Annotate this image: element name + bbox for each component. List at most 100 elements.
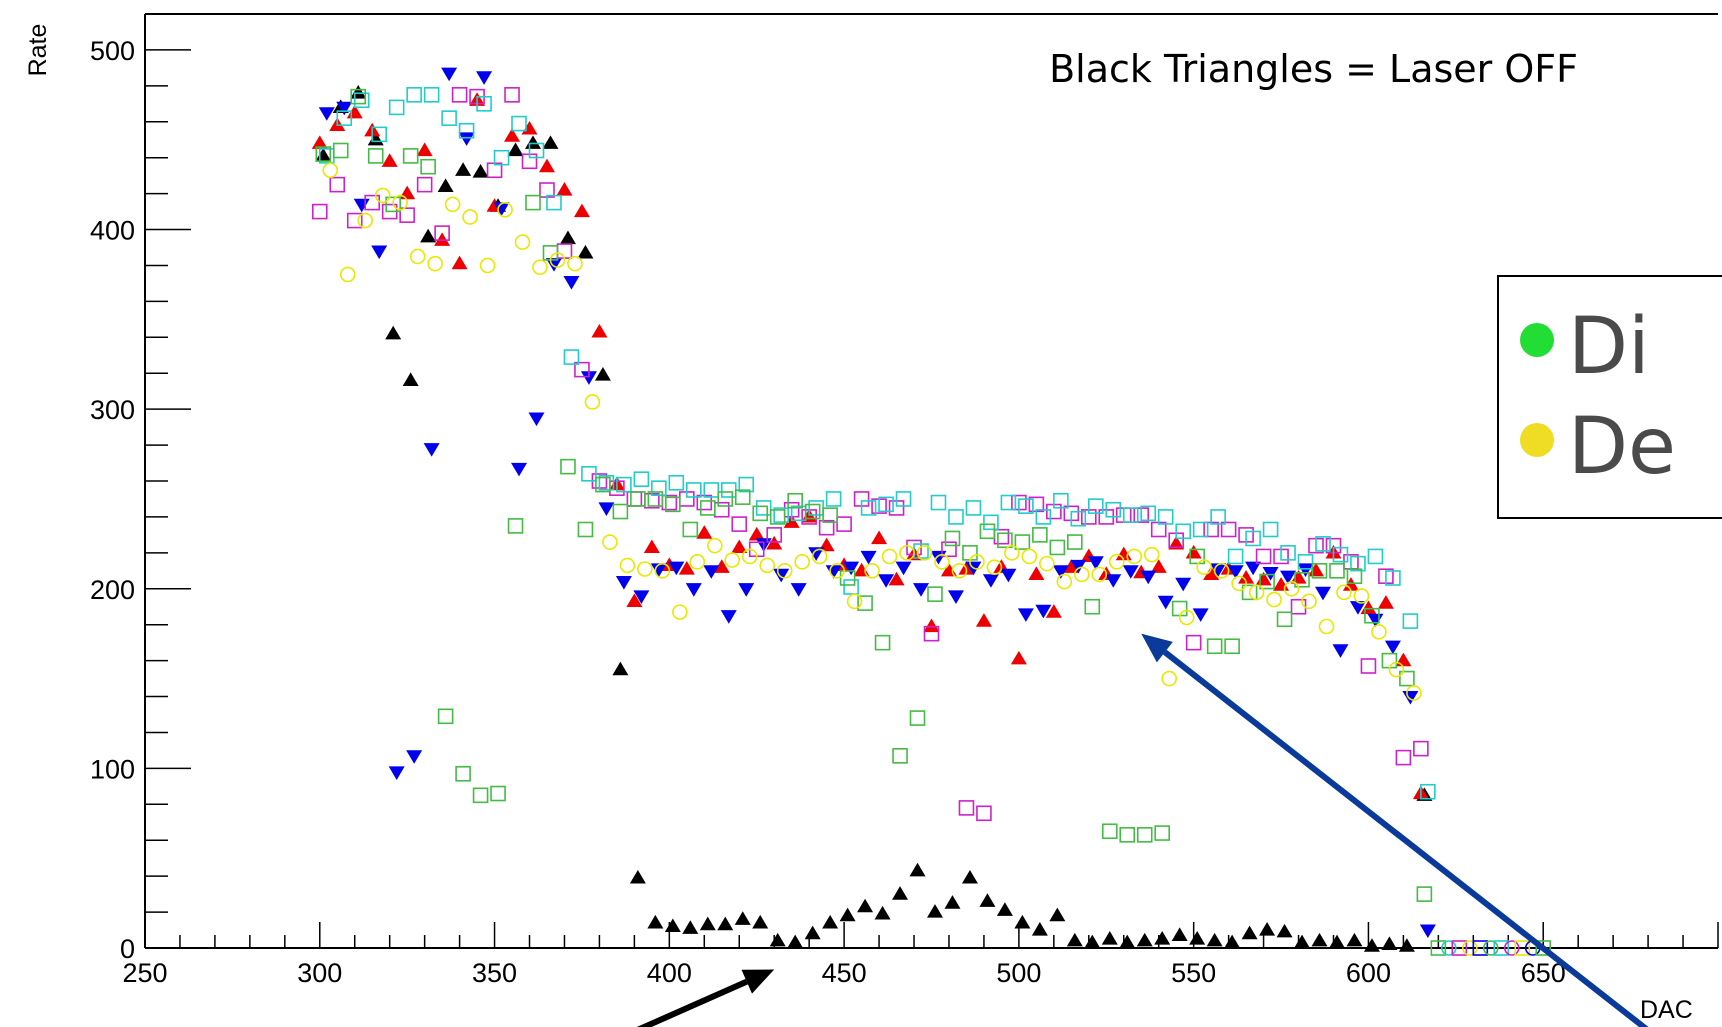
data-point bbox=[748, 526, 765, 541]
data-point bbox=[1091, 566, 1108, 583]
data-point bbox=[909, 710, 926, 726]
data-point bbox=[825, 565, 842, 579]
data-point bbox=[549, 252, 566, 268]
data-point bbox=[458, 122, 475, 139]
data-point bbox=[595, 476, 611, 493]
data-point bbox=[479, 257, 496, 274]
data-point bbox=[1280, 570, 1297, 585]
data-point bbox=[402, 372, 419, 387]
data-point bbox=[451, 87, 468, 103]
data-point bbox=[1000, 568, 1017, 583]
data-point bbox=[892, 886, 909, 900]
data-point bbox=[818, 519, 835, 536]
legend: Di De bbox=[1497, 275, 1722, 519]
data-point bbox=[1413, 740, 1429, 757]
data-point bbox=[626, 491, 643, 507]
data-point bbox=[1035, 604, 1052, 619]
data-point bbox=[528, 412, 545, 427]
data-point bbox=[1224, 638, 1240, 655]
data-point bbox=[1115, 546, 1132, 561]
data-point bbox=[1035, 509, 1052, 525]
data-point bbox=[626, 593, 643, 607]
data-point bbox=[979, 523, 996, 540]
data-point bbox=[1119, 827, 1136, 843]
data-point bbox=[1070, 510, 1087, 527]
data-point bbox=[1377, 595, 1394, 609]
data-point bbox=[682, 920, 699, 934]
data-point bbox=[1363, 938, 1380, 952]
data-point bbox=[965, 500, 982, 516]
data-point bbox=[1192, 521, 1209, 538]
data-point bbox=[703, 565, 720, 579]
data-point bbox=[944, 895, 961, 909]
data-point bbox=[941, 541, 957, 558]
data-point bbox=[1395, 749, 1412, 766]
data-point bbox=[1084, 934, 1101, 949]
data-point bbox=[455, 162, 472, 176]
data-point bbox=[504, 128, 521, 142]
data-point bbox=[1329, 563, 1345, 579]
data-point bbox=[367, 148, 384, 164]
data-point bbox=[409, 248, 426, 265]
data-point bbox=[567, 255, 583, 272]
data-point bbox=[678, 561, 695, 575]
data-point bbox=[1136, 827, 1153, 843]
data-point bbox=[909, 862, 926, 877]
data-point bbox=[1381, 652, 1398, 669]
data-point bbox=[1227, 565, 1244, 579]
data-point bbox=[703, 482, 720, 498]
x-tick-label: 600 bbox=[1346, 958, 1391, 988]
data-point bbox=[1402, 690, 1419, 705]
data-point bbox=[769, 932, 786, 947]
data-point bbox=[930, 550, 947, 565]
data-point bbox=[532, 259, 548, 276]
data-point bbox=[752, 914, 769, 929]
data-point bbox=[1245, 530, 1261, 547]
data-point bbox=[741, 548, 758, 565]
data-point bbox=[1231, 575, 1247, 592]
data-point bbox=[923, 625, 940, 642]
data-point bbox=[584, 394, 601, 410]
x-tick-label: 400 bbox=[647, 958, 692, 988]
data-point bbox=[574, 361, 590, 378]
data-point bbox=[1122, 507, 1139, 523]
data-point bbox=[1021, 548, 1038, 565]
data-point bbox=[1206, 932, 1223, 947]
data-point bbox=[864, 563, 880, 579]
y-tick-label: 100 bbox=[90, 754, 135, 784]
data-point bbox=[322, 162, 339, 179]
data-point bbox=[514, 234, 531, 250]
data-point bbox=[339, 266, 356, 283]
data-point bbox=[720, 482, 737, 498]
data-point bbox=[836, 516, 852, 532]
data-point bbox=[1297, 563, 1314, 578]
data-point bbox=[1346, 932, 1363, 947]
data-point bbox=[1203, 566, 1220, 580]
data-point bbox=[1028, 566, 1045, 580]
data-point bbox=[993, 528, 1010, 545]
data-point bbox=[755, 500, 772, 516]
data-point bbox=[525, 135, 542, 149]
data-point bbox=[1503, 940, 1520, 956]
data-point bbox=[773, 507, 789, 523]
data-point bbox=[1283, 580, 1300, 597]
data-point bbox=[1311, 932, 1328, 947]
data-point bbox=[1388, 661, 1405, 678]
series-triangle-up-filled-0 bbox=[315, 85, 1433, 952]
data-point bbox=[794, 554, 810, 570]
data-point bbox=[1294, 934, 1311, 949]
data-point bbox=[843, 561, 860, 576]
data-point bbox=[1031, 922, 1048, 936]
data-point bbox=[996, 902, 1013, 916]
y-axis-title: Rate bbox=[24, 24, 52, 77]
data-point bbox=[731, 539, 748, 554]
data-point bbox=[462, 209, 478, 225]
data-point bbox=[1210, 509, 1226, 525]
data-point bbox=[1451, 940, 1468, 956]
data-point bbox=[444, 196, 461, 213]
x-tick-label: 500 bbox=[996, 958, 1041, 988]
data-point bbox=[1364, 607, 1380, 624]
data-point bbox=[717, 916, 734, 931]
data-point bbox=[899, 545, 915, 561]
data-point bbox=[507, 142, 524, 157]
